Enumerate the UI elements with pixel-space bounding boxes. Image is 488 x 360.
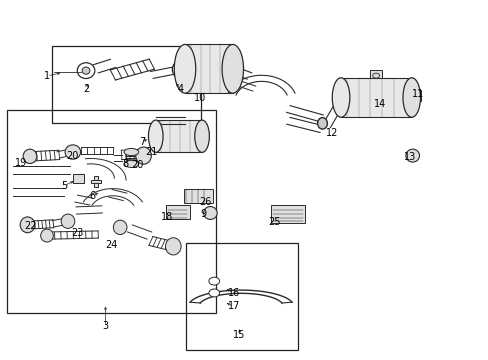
Text: 7: 7	[139, 138, 145, 147]
Text: 23: 23	[71, 228, 84, 238]
Text: 4: 4	[178, 84, 184, 94]
Text: 24: 24	[105, 240, 118, 250]
Ellipse shape	[165, 238, 181, 255]
Ellipse shape	[172, 60, 189, 79]
Bar	[94, 176, 98, 187]
Text: 20: 20	[131, 160, 143, 170]
Text: 13: 13	[404, 152, 416, 162]
Bar	[411, 90, 420, 101]
Ellipse shape	[136, 147, 151, 164]
Text: 8: 8	[122, 159, 128, 169]
Ellipse shape	[402, 78, 420, 117]
Ellipse shape	[174, 44, 195, 93]
Bar	[185, 243, 298, 350]
Text: 2: 2	[83, 84, 89, 94]
Text: 19: 19	[15, 158, 27, 168]
Bar	[166, 205, 189, 220]
Text: 6: 6	[89, 191, 95, 201]
Bar	[73, 174, 83, 183]
Bar	[340, 78, 411, 117]
Text: 26: 26	[199, 197, 211, 207]
Text: 15: 15	[233, 330, 245, 340]
Bar	[271, 205, 305, 223]
Text: 9: 9	[200, 209, 206, 219]
Bar	[91, 180, 101, 183]
Text: 22: 22	[24, 221, 37, 231]
Ellipse shape	[65, 145, 81, 159]
Text: 14: 14	[373, 99, 386, 109]
Ellipse shape	[20, 217, 35, 233]
Text: 12: 12	[325, 128, 338, 138]
Text: 1: 1	[44, 71, 50, 81]
Ellipse shape	[124, 160, 139, 167]
Bar	[184, 44, 232, 93]
Bar	[369, 70, 382, 78]
Text: 17: 17	[227, 301, 240, 311]
Ellipse shape	[23, 149, 37, 163]
Text: 18: 18	[161, 212, 173, 221]
Text: 16: 16	[227, 288, 240, 298]
Bar	[183, 189, 212, 203]
Bar	[6, 110, 216, 313]
Ellipse shape	[82, 67, 90, 74]
Ellipse shape	[203, 207, 217, 220]
Ellipse shape	[41, 229, 53, 242]
Ellipse shape	[208, 289, 219, 297]
Ellipse shape	[208, 277, 219, 285]
Ellipse shape	[222, 44, 243, 93]
Text: 21: 21	[145, 147, 158, 157]
Ellipse shape	[124, 148, 139, 156]
Text: 5: 5	[61, 181, 67, 191]
Text: 10: 10	[193, 93, 205, 103]
Text: 25: 25	[268, 217, 281, 227]
Ellipse shape	[61, 214, 75, 228]
Ellipse shape	[331, 78, 349, 117]
Ellipse shape	[148, 120, 163, 152]
Ellipse shape	[405, 149, 419, 162]
Bar	[156, 120, 202, 152]
Ellipse shape	[317, 118, 327, 129]
Text: 11: 11	[410, 89, 423, 99]
Text: 20: 20	[66, 150, 79, 161]
Ellipse shape	[194, 120, 209, 152]
Bar	[52, 45, 200, 123]
Text: 3: 3	[102, 321, 108, 331]
Ellipse shape	[113, 220, 127, 234]
